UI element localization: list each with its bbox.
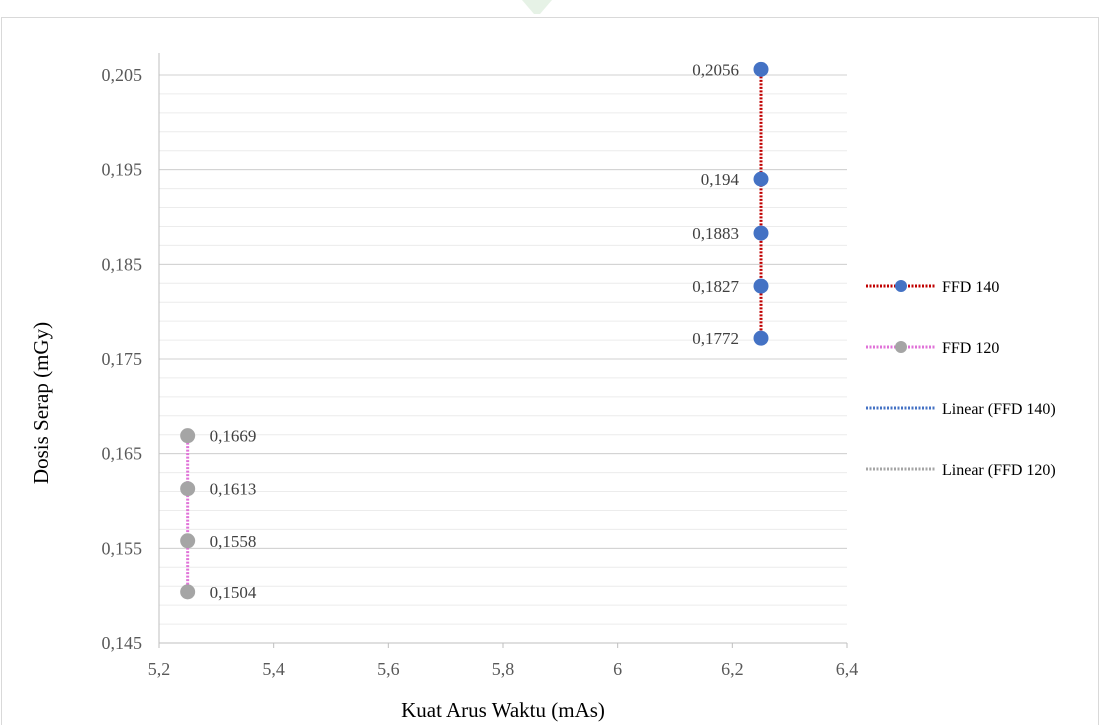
legend-label: FFD 140	[942, 279, 999, 296]
data-label: 0,1772	[692, 329, 739, 348]
y-axis-title: Dosis Serap (mGy)	[29, 322, 53, 484]
legend-label: Linear (FFD 140)	[942, 401, 1056, 418]
major-gridlines	[159, 74, 847, 549]
data-point	[180, 584, 196, 600]
x-tick-label: 5,6	[377, 659, 400, 679]
x-tick-label: 6	[613, 659, 622, 679]
chart-frame	[1, 17, 1099, 725]
y-tick-label: 0,205	[102, 65, 143, 85]
y-tick-label: 0,165	[102, 444, 143, 464]
data-point	[753, 61, 769, 77]
data-point	[753, 171, 769, 187]
data-label: 0,194	[701, 170, 740, 189]
data-point	[753, 278, 769, 294]
data-label: 0,2056	[692, 60, 739, 79]
x-axis-title: Kuat Arus Waktu (mAs)	[401, 698, 605, 722]
x-tick-label: 5,8	[492, 659, 515, 679]
legend-label: FFD 120	[942, 340, 999, 357]
x-tick-labels: 5,2 5,4 5,6 5,8 6 6,2 6,4	[148, 659, 859, 679]
legend-swatch-marker	[895, 280, 907, 292]
data-label: 0,1883	[692, 224, 739, 243]
y-tick-label: 0,185	[102, 254, 143, 274]
data-point	[180, 428, 196, 444]
y-tick-label: 0,145	[102, 633, 143, 653]
data-label: 0,1827	[692, 277, 739, 296]
data-labels: 0,2056 0,194 0,1883 0,1827 0,1772 0,1669 0,161…	[210, 60, 740, 602]
y-tick-label: 0,175	[102, 349, 143, 369]
legend-swatch-marker	[895, 341, 907, 353]
data-label: 0,1669	[210, 427, 257, 446]
x-tick-label: 6,2	[721, 659, 744, 679]
y-tick-labels: 0,145 0,155 0,165 0,175 0,185 0,195 0,205	[102, 65, 143, 653]
data-point	[753, 225, 769, 241]
x-tick-label: 6,4	[836, 659, 859, 679]
data-point	[753, 330, 769, 346]
legend-label: Linear (FFD 120)	[942, 462, 1056, 479]
x-tick-label: 5,4	[262, 659, 285, 679]
axes	[158, 53, 848, 648]
x-tick-label: 5,2	[148, 659, 171, 679]
y-tick-label: 0,155	[102, 538, 143, 558]
series-lines	[186, 69, 763, 592]
series-points	[180, 61, 769, 600]
data-label: 0,1613	[210, 480, 257, 499]
data-point	[180, 533, 196, 549]
data-label: 0,1558	[210, 532, 257, 551]
y-tick-label: 0,195	[102, 160, 143, 180]
data-label: 0,1504	[210, 583, 257, 602]
data-point	[180, 481, 196, 497]
watermark-shape	[522, 0, 552, 14]
legend: FFD 140 FFD 120 Linear (FFD 140) Linear (FF…	[866, 279, 1056, 479]
